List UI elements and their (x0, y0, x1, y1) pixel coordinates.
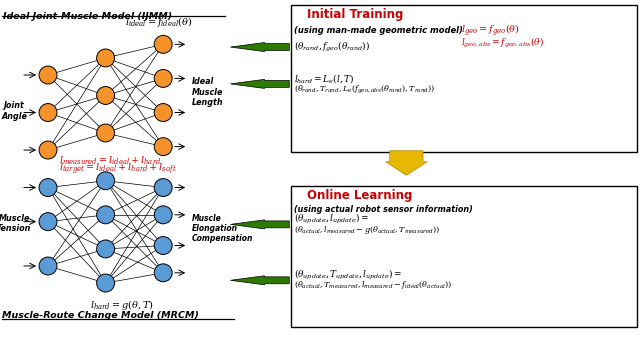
Ellipse shape (154, 179, 172, 196)
Polygon shape (230, 220, 289, 229)
Ellipse shape (97, 87, 115, 104)
Text: Online Learning: Online Learning (307, 189, 413, 202)
Text: $l_{hard} = g(\theta,T)$: $l_{hard} = g(\theta,T)$ (90, 298, 154, 312)
Text: Muscle
Tension: Muscle Tension (0, 214, 31, 233)
Polygon shape (230, 43, 289, 51)
Polygon shape (230, 79, 289, 88)
Text: Muscle-Route Change Model (MRCM): Muscle-Route Change Model (MRCM) (2, 311, 199, 320)
Text: Ideal
Muscle
Length: Ideal Muscle Length (192, 77, 223, 107)
Ellipse shape (154, 264, 172, 282)
Text: $(\theta_{rand}, T_{rand}, L_e(f_{geo,abs}(\theta_{rand}), T_{rand}))$: $(\theta_{rand}, T_{rand}, L_e(f_{geo,ab… (294, 84, 436, 95)
Ellipse shape (97, 49, 115, 67)
Text: $(\theta_{update}, l_{update}) =$: $(\theta_{update}, l_{update}) =$ (294, 212, 369, 226)
Ellipse shape (39, 179, 57, 196)
Polygon shape (385, 151, 428, 175)
Text: $(\theta_{update}, T_{update}, l_{update}) =$: $(\theta_{update}, T_{update}, l_{update… (294, 267, 403, 282)
Text: $l_{hard} = L_e(l, T)$: $l_{hard} = L_e(l, T)$ (294, 72, 355, 85)
Text: $(\theta_{rand}, f_{geo}(\theta_{rand}))$: $(\theta_{rand}, f_{geo}(\theta_{rand}))… (294, 40, 371, 54)
FancyBboxPatch shape (291, 5, 637, 152)
Ellipse shape (97, 274, 115, 292)
Text: $(\theta_{actual}, T_{measured}, l_{measured} - f_{ideal}(\theta_{actual}))$: $(\theta_{actual}, T_{measured}, l_{meas… (294, 279, 452, 292)
Text: (using man-made geometric model): (using man-made geometric model) (294, 26, 463, 34)
Text: $l_{geo} = f_{geo}(\theta)$: $l_{geo} = f_{geo}(\theta)$ (461, 23, 520, 40)
Text: $(\theta_{actual}, l_{measured} - g(\theta_{actual}, T_{measured}))$: $(\theta_{actual}, l_{measured} - g(\the… (294, 224, 440, 236)
FancyBboxPatch shape (291, 186, 637, 327)
Ellipse shape (154, 35, 172, 53)
Ellipse shape (39, 66, 57, 84)
Ellipse shape (154, 138, 172, 155)
Ellipse shape (39, 213, 57, 231)
Text: $l_{geo,abs} = f_{geo,abs}(\theta)$: $l_{geo,abs} = f_{geo,abs}(\theta)$ (461, 35, 544, 50)
Polygon shape (230, 276, 289, 285)
Text: Joint
Angle: Joint Angle (1, 101, 27, 120)
Text: Initial Training: Initial Training (307, 8, 404, 21)
Ellipse shape (39, 257, 57, 275)
Ellipse shape (39, 141, 57, 159)
Ellipse shape (39, 104, 57, 121)
Ellipse shape (154, 206, 172, 224)
Text: (using actual robot sensor information): (using actual robot sensor information) (294, 205, 473, 213)
Ellipse shape (97, 172, 115, 190)
Text: $l_{measured} = l_{ideal} + l_{hard}$: $l_{measured} = l_{ideal} + l_{hard}$ (59, 154, 161, 166)
Ellipse shape (97, 124, 115, 142)
Ellipse shape (154, 104, 172, 121)
Text: Ideal Joint-Muscle Model (IJMM): Ideal Joint-Muscle Model (IJMM) (3, 12, 172, 21)
Ellipse shape (154, 70, 172, 87)
Ellipse shape (97, 206, 115, 224)
Text: $l_{ideal} = f_{ideal}(\theta)$: $l_{ideal} = f_{ideal}(\theta)$ (125, 15, 193, 29)
Ellipse shape (97, 240, 115, 258)
Ellipse shape (154, 237, 172, 254)
Text: Muscle
Elongation
Compensation: Muscle Elongation Compensation (192, 213, 253, 243)
Text: $l_{target} = l_{ideal} + l_{hard} + l_{soft}$: $l_{target} = l_{ideal} + l_{hard} + l_{… (59, 162, 177, 177)
